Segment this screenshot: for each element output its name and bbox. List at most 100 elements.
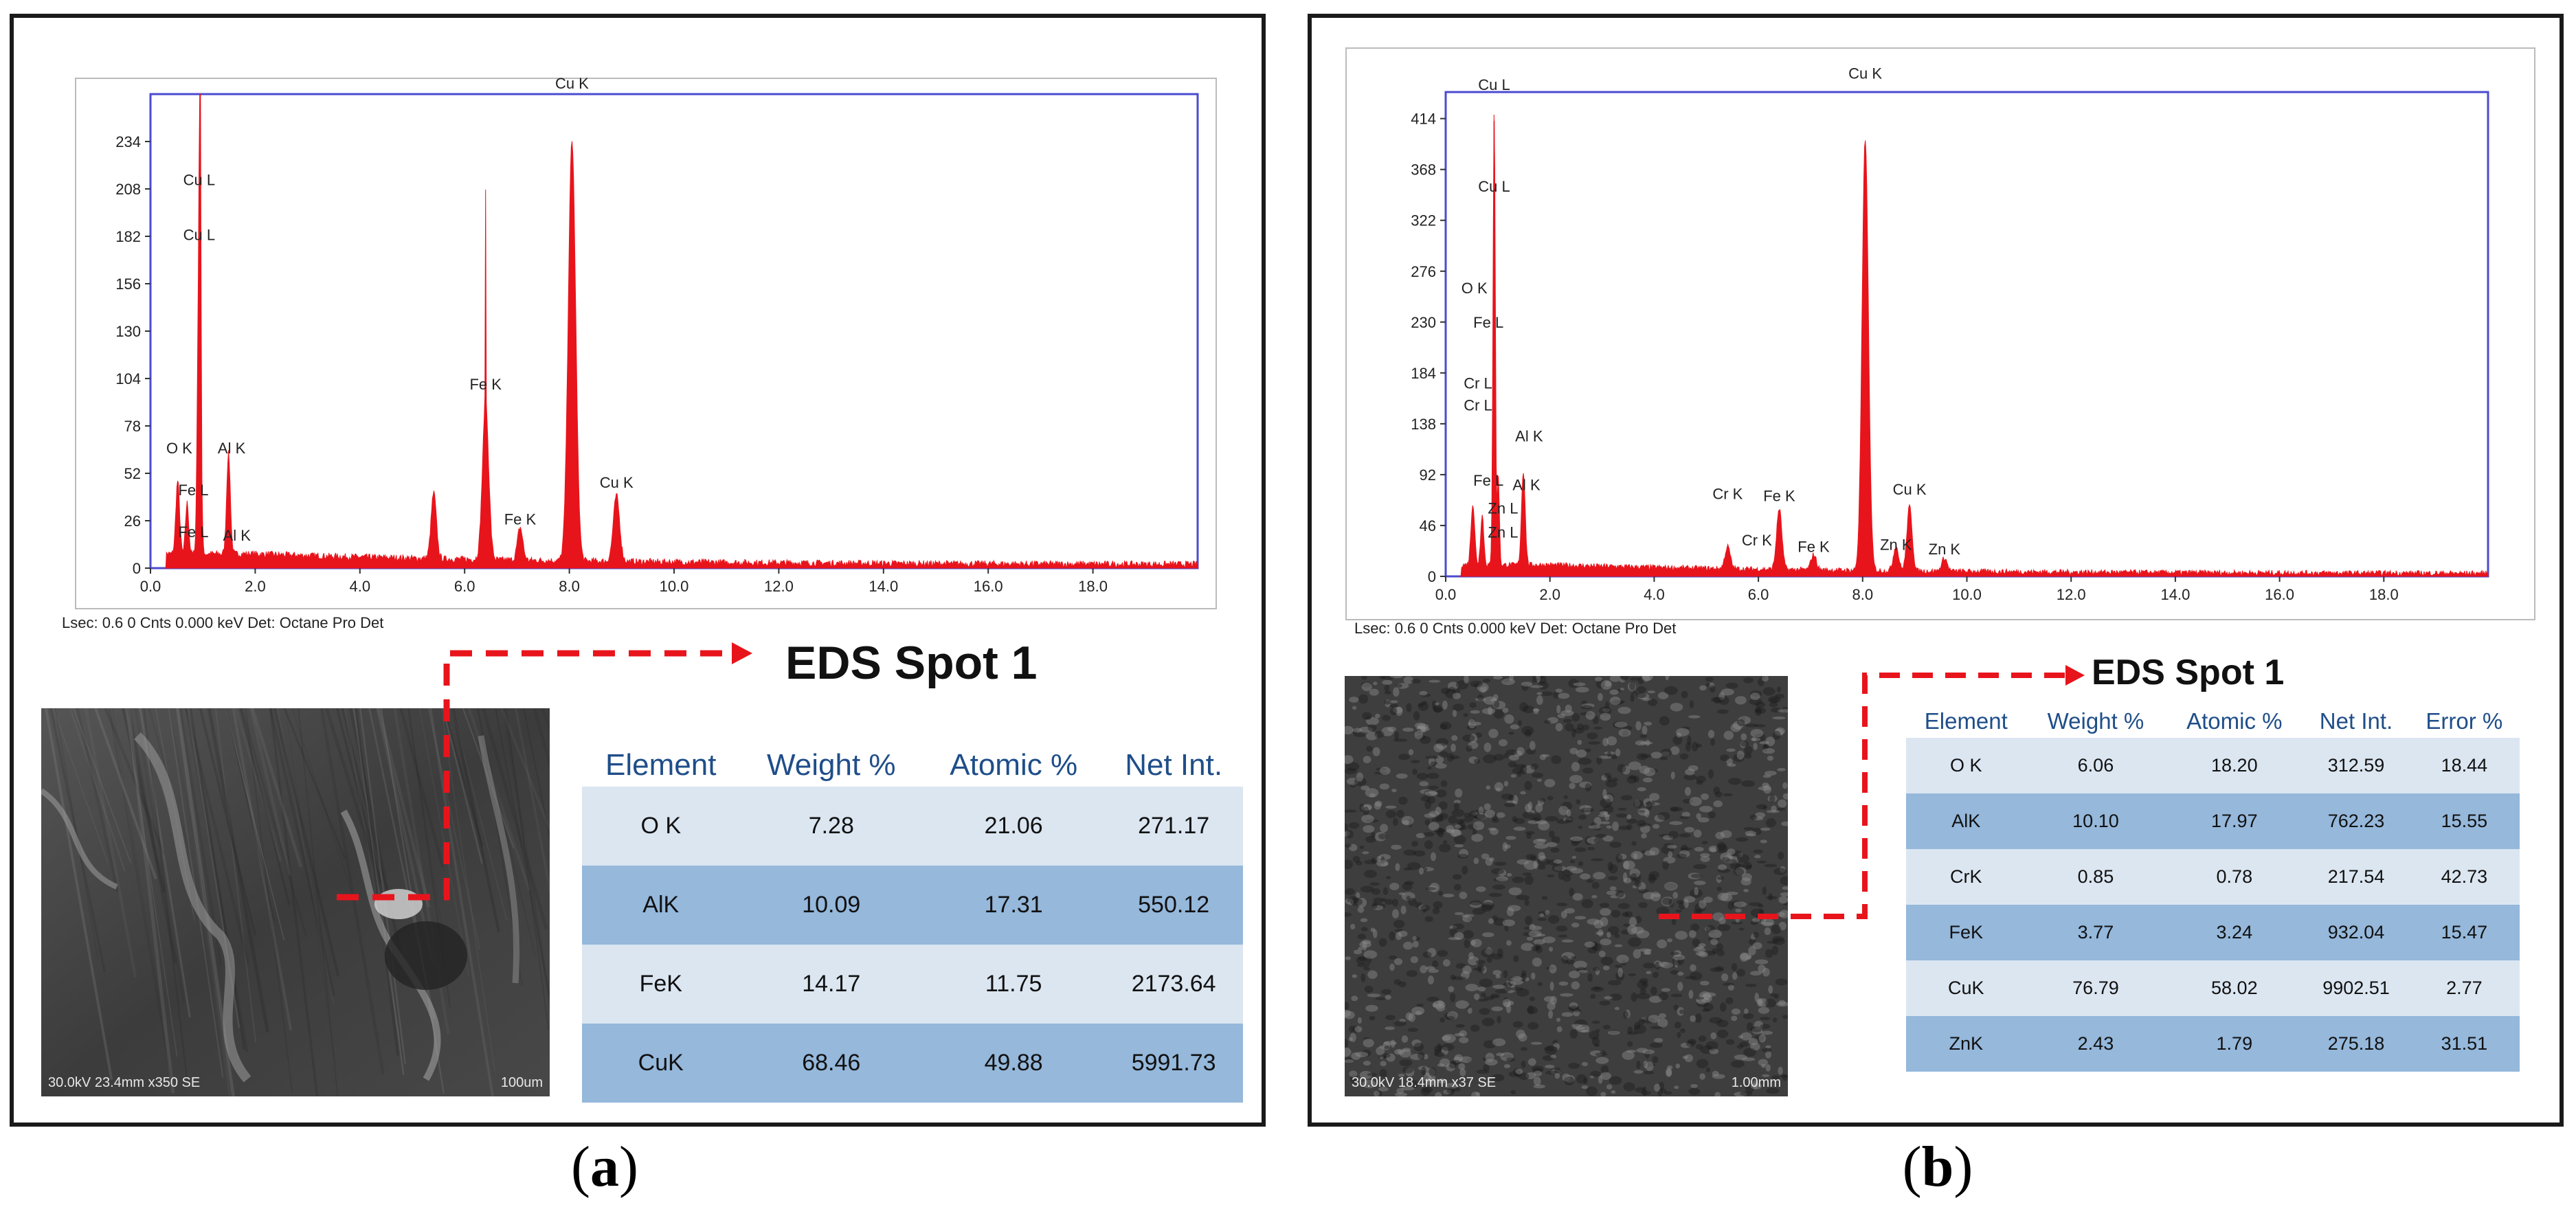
chart-b-peak-label: Cr L [1464, 374, 1492, 392]
sem-texture-b [1345, 676, 1788, 1096]
sem-scale-b: 1.00mm [1731, 1075, 1781, 1090]
chart-a-x-tick-label: 2.0 [245, 578, 266, 595]
sem-scale-a: 100um [500, 1075, 543, 1090]
chart-a-peak-label: Cu L [183, 172, 215, 189]
chart-a-y-tick-label: 130 [115, 323, 141, 340]
table-cell: 312.59 [2303, 738, 2409, 793]
table-cell: AlK [1906, 793, 2026, 849]
table-cell: AlK [582, 866, 740, 945]
table-cell: 11.75 [923, 945, 1105, 1024]
table-cell: O K [1906, 738, 2026, 793]
table-cell: 275.18 [2303, 1016, 2409, 1072]
table-row: AlK 10.09 17.31 550.12 [582, 866, 1243, 945]
table-cell: 58.02 [2165, 960, 2304, 1016]
chart-a-y-tick-label: 78 [124, 418, 141, 435]
chart-b-peak-label: Fe L [1473, 472, 1503, 489]
chart-b-x-tick-label: 2.0 [1539, 586, 1560, 603]
table-cell: O K [582, 787, 740, 866]
table-row: CuK 76.79 58.02 9902.51 2.77 [1906, 960, 2520, 1016]
table-cell: 17.97 [2165, 793, 2304, 849]
chart-a-x-tick-label: 18.0 [1078, 578, 1108, 595]
table-cell: ZnK [1906, 1016, 2026, 1072]
chart-b-x-tick-label: 8.0 [1852, 586, 1874, 603]
chart-b-x-tick-label: 6.0 [1748, 586, 1769, 603]
chart-b-y-tick-label: 276 [1411, 263, 1436, 280]
table-cell: CuK [1906, 960, 2026, 1016]
chart-a-y-tick-label: 208 [115, 181, 141, 198]
chart-a-x-tick-label: 8.0 [559, 578, 580, 595]
table-cell: 68.46 [739, 1024, 923, 1103]
chart-b-peak-label: Cu K [1848, 65, 1882, 82]
chart-b-peak-label: Cu L [1478, 76, 1510, 93]
table-cell: 5991.73 [1104, 1024, 1243, 1103]
chart-b-outer-frame [1345, 47, 2535, 620]
sem-image-a: 30.0kV 23.4mm x350 SE 100um [41, 708, 550, 1096]
chart-b-peak-label: Cr K [1742, 532, 1772, 549]
sem-info-b: 30.0kV 18.4mm x37 SE 1.00mm [1352, 1075, 1781, 1091]
chart-a-peak-label: Fe L [178, 523, 208, 541]
table-row: FeK 14.17 11.75 2173.64 [582, 945, 1243, 1024]
chart-b-peak-label: Zn L [1488, 524, 1518, 541]
chart-b-spectrum-area [1458, 114, 2489, 577]
table-cell: 31.51 [2408, 1016, 2520, 1072]
chart-b-y-tick-label: 322 [1411, 212, 1436, 229]
eds-spectrum-chart-a: 0.0 2.0 4.0 6.0 8.0 10.0 12.0 14.0 16.0 18.0 0 26 52… [75, 75, 1217, 609]
table-cell: 21.06 [923, 787, 1105, 866]
chart-b-y-tick-label: 46 [1420, 517, 1436, 534]
table-cell: FeK [1906, 905, 2026, 960]
detector-info-a: Lsec: 0.6 0 Cnts 0.000 keV Det: Octane P… [62, 614, 384, 631]
sem-params-a: 30.0kV 23.4mm x350 SE [48, 1075, 201, 1090]
chart-b-peak-label: Cu K [1893, 481, 1927, 498]
chart-b-x-tick-label: 14.0 [2160, 586, 2190, 603]
table-cell: 2.43 [2026, 1016, 2166, 1072]
chart-a-x-tick-label: 10.0 [660, 578, 689, 595]
table-cell: 9902.51 [2303, 960, 2409, 1016]
table-row: O K 7.28 21.06 271.17 [582, 787, 1243, 866]
eds-table-b: Element Weight % Atomic % Net Int. Error… [1906, 705, 2520, 1072]
header-element: Element [1924, 708, 2008, 734]
table-cell: 2173.64 [1104, 945, 1243, 1024]
chart-b-peak-label: Cr K [1712, 485, 1743, 502]
table-cell: 10.09 [739, 866, 923, 945]
chart-a-y-tick-label: 234 [115, 133, 141, 150]
chart-a-peak-label: Fe K [504, 510, 537, 528]
table-cell: 0.78 [2165, 849, 2304, 905]
table-cell: 217.54 [2303, 849, 2409, 905]
chart-b-peak-label: Zn L [1488, 499, 1518, 517]
table-cell: 15.47 [2408, 905, 2520, 960]
chart-a-spectrum-area [164, 93, 1198, 569]
chart-b-y-tick-label: 184 [1411, 365, 1436, 382]
table-row: FeK 3.77 3.24 932.04 15.47 [1906, 905, 2520, 960]
chart-a-y-tick-label: 26 [124, 512, 141, 530]
chart-b-x-tick-label: 4.0 [1644, 586, 1665, 603]
chart-a-x-tick-label: 0.0 [140, 578, 161, 595]
chart-b-peak-label: Al K [1515, 428, 1543, 445]
chart-b-peak-label: Zn K [1880, 536, 1912, 553]
table-cell: 15.55 [2408, 793, 2520, 849]
header-netint: Net Int. [1125, 748, 1223, 782]
chart-a-x-tick-label: 12.0 [764, 578, 794, 595]
sem-texture-a [41, 708, 550, 1096]
spot-title-b: EDS Spot 1 [2092, 653, 2285, 692]
spot-title-a: EDS Spot 1 [785, 637, 1038, 689]
chart-a-peak-label: Al K [218, 440, 246, 457]
header-element: Element [605, 748, 717, 782]
table-cell: 18.20 [2165, 738, 2304, 793]
chart-b-x-tick-label: 18.0 [2369, 586, 2399, 603]
chart-a-x-tick-label: 6.0 [454, 578, 475, 595]
header-weight: Weight % [767, 748, 896, 782]
chart-b-x-tick-label: 16.0 [2265, 586, 2294, 603]
sem-params-b: 30.0kV 18.4mm x37 SE [1352, 1075, 1497, 1090]
chart-a-peak-label: Cu L [183, 226, 215, 243]
header-error: Error % [2426, 708, 2503, 734]
sem-info-a: 30.0kV 23.4mm x350 SE 100um [48, 1075, 543, 1091]
chart-a-plot-frame [149, 93, 1199, 569]
chart-b-y-tick-label: 230 [1411, 314, 1436, 331]
table-cell: 49.88 [923, 1024, 1105, 1103]
panel-b: 0.0 2.0 4.0 6.0 8.0 10.0 12.0 14.0 16.0 18.0 0 46 92… [1308, 14, 2564, 1127]
chart-a-x-tick-label: 16.0 [974, 578, 1003, 595]
panel-a: 0.0 2.0 4.0 6.0 8.0 10.0 12.0 14.0 16.0 18.0 0 26 52… [10, 14, 1266, 1127]
table-cell: 42.73 [2408, 849, 2520, 905]
table-cell: CrK [1906, 849, 2026, 905]
table-cell: 17.31 [923, 866, 1105, 945]
